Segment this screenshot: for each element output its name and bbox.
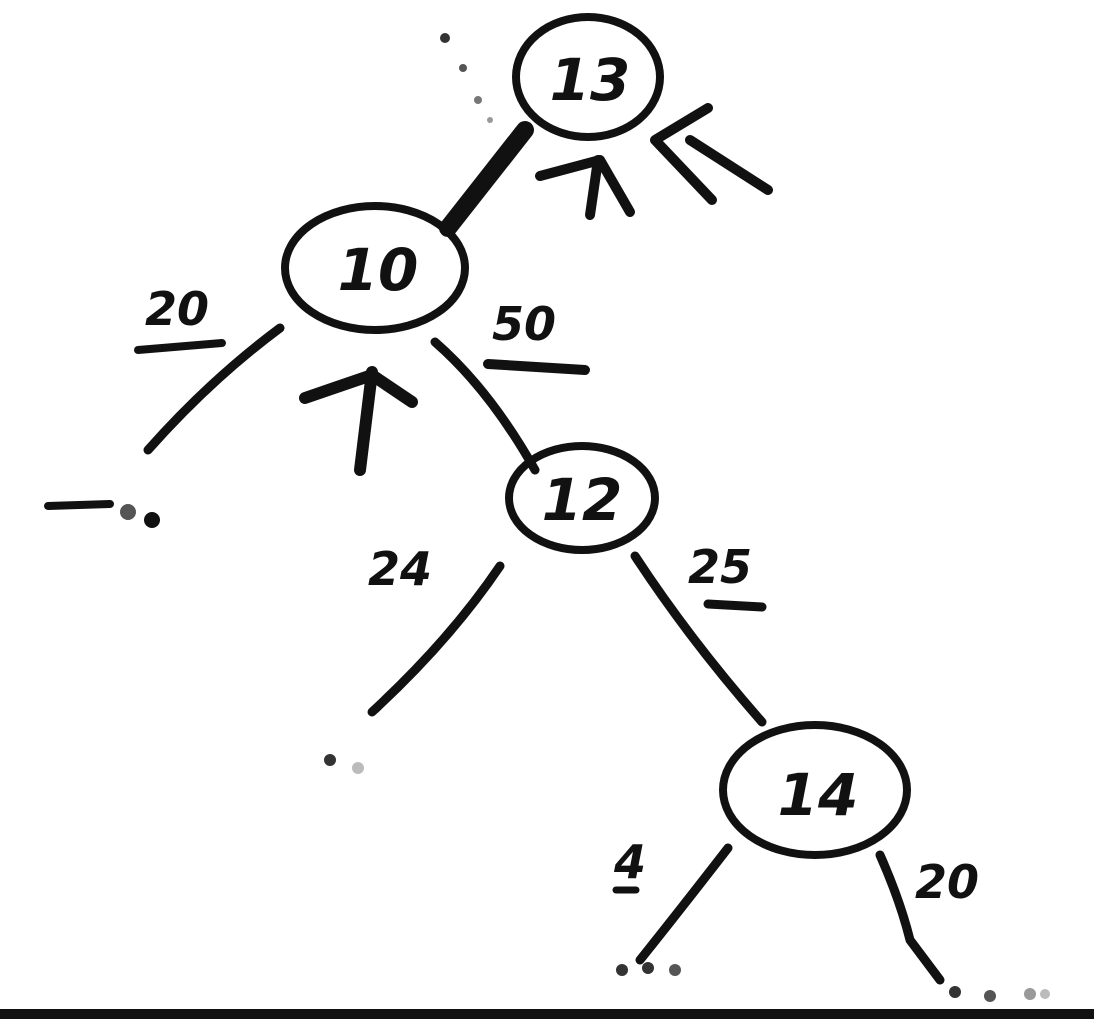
edge-label-10-left-underline bbox=[134, 339, 226, 354]
node-13-label: 13 bbox=[550, 46, 631, 114]
edge-label-12-right: 25 bbox=[688, 540, 752, 594]
node-10: 10 bbox=[281, 202, 469, 334]
continuation-dots-14-left bbox=[616, 962, 681, 976]
edge-label-14-left: 4 bbox=[613, 835, 646, 889]
edge-label-10-right: 50 bbox=[492, 297, 556, 351]
edge-label-10-right-underline bbox=[483, 359, 590, 375]
continuation-dots-10-left bbox=[44, 500, 160, 528]
node-14-label: 14 bbox=[778, 761, 859, 829]
continuation-dots-14-right bbox=[949, 986, 1050, 1002]
up-arrow-icon bbox=[299, 366, 418, 476]
continuation-dots-root bbox=[440, 33, 493, 123]
root-annotation-marks bbox=[535, 103, 773, 220]
continuation-dots-12-left bbox=[324, 754, 364, 774]
node-12-label: 12 bbox=[542, 466, 623, 534]
edge-14-left bbox=[635, 843, 733, 965]
edge-label-12-left: 24 bbox=[368, 542, 432, 596]
edge-label-12-right-underline bbox=[703, 599, 767, 612]
edge-14-right bbox=[875, 850, 945, 985]
node-13: 13 bbox=[512, 13, 664, 141]
node-14: 14 bbox=[719, 721, 911, 859]
edge-label-10-left: 20 bbox=[145, 282, 209, 336]
edge-10-left bbox=[143, 323, 285, 455]
edge-12-right bbox=[630, 551, 767, 727]
bottom-border bbox=[0, 1009, 1094, 1019]
node-12: 12 bbox=[505, 442, 659, 554]
edge-13-10 bbox=[439, 121, 534, 237]
edge-label-14-right: 20 bbox=[915, 855, 979, 909]
edge-10-right bbox=[430, 337, 540, 475]
node-10-label: 10 bbox=[338, 236, 419, 304]
edge-12-left bbox=[367, 561, 505, 717]
